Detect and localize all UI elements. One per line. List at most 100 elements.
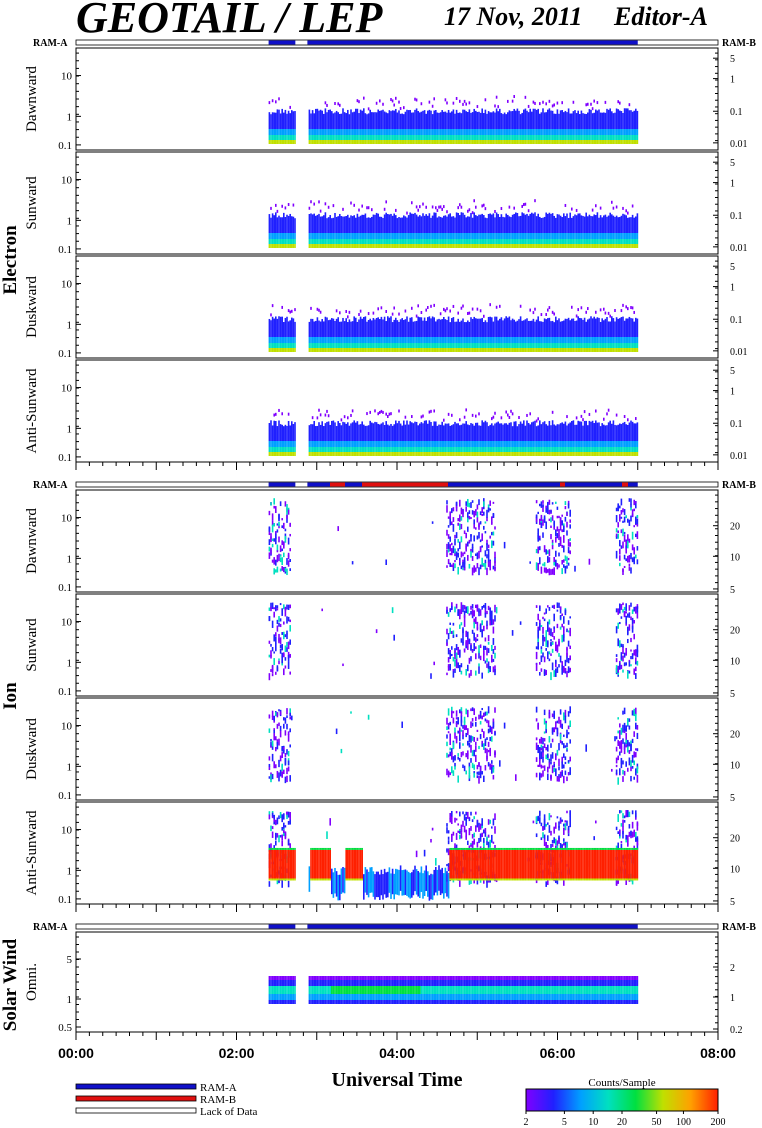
group-solar-wind: Solar Wind <box>0 938 21 1031</box>
right-tick-label: 1 <box>730 283 735 294</box>
right-tick-label: 5 <box>730 585 735 596</box>
left-tick-label: 0.1 <box>58 244 72 256</box>
right-tick-label: 0.01 <box>730 347 748 358</box>
panel-sunward: 10 1 0.1 5 1 0.1 0.01 Sunward <box>24 151 748 256</box>
ram-right-label: RAM-B <box>722 922 756 933</box>
time-axis <box>75 903 719 912</box>
ram-a-segment <box>268 482 296 487</box>
right-tick-label: 20 <box>730 730 740 741</box>
ram-b-segment <box>362 482 448 487</box>
left-tick-label: 1 <box>67 994 73 1006</box>
right-tick-label: 0.1 <box>730 211 743 222</box>
left-tick-label: 0.1 <box>58 686 72 698</box>
right-tick-label: 5 <box>730 158 735 169</box>
colorbar-tick-label: 2 <box>524 1117 529 1128</box>
right-tick-label: 5 <box>730 793 735 804</box>
ram-a-segment <box>307 482 638 487</box>
group-electron: Electron <box>0 225 21 295</box>
panel-omni-: 5 1 0.5 2 1 0.2 Omni. <box>24 931 743 1036</box>
right-tick-label: 0.1 <box>730 107 743 118</box>
right-tick-label: 10 <box>730 552 740 563</box>
right-tick-label: 0.01 <box>730 243 748 254</box>
panel-duskward: 10 1 0.1 5 1 0.1 0.01 Duskward <box>24 255 748 360</box>
panel-dawnward: 10 1 0.1 5 1 0.1 0.01 Dawnward <box>24 47 748 152</box>
right-tick-label: 0.01 <box>730 139 748 150</box>
right-tick-label: 5 <box>730 262 735 273</box>
legend-swatch <box>75 1083 197 1090</box>
left-tick-label: 0.1 <box>58 790 72 802</box>
panel-duskward: 10 1 0.1 20 10 5 Duskward <box>24 697 740 804</box>
chart-title: GEOTAIL / LEP <box>76 0 383 42</box>
panel-anti-sunward: 10 1 0.1 20 10 5 Anti-Sunward <box>24 801 740 908</box>
right-tick-label: 5 <box>730 897 735 908</box>
right-tick-label: 20 <box>730 834 740 845</box>
left-tick-label: 0.1 <box>58 348 72 360</box>
time-tick-label: 08:00 <box>700 1045 736 1061</box>
group-label: Electron <box>0 225 21 295</box>
ram-bar: RAM-A RAM-B <box>33 38 756 49</box>
right-tick-label: 20 <box>730 522 740 533</box>
right-tick-label: 0.2 <box>730 1025 743 1036</box>
legend-swatch <box>75 1095 197 1102</box>
left-tick-label: 1 <box>67 865 73 877</box>
ram-a-segment <box>307 40 638 45</box>
ram-left-label: RAM-A <box>33 480 68 491</box>
time-tick-label: 02:00 <box>219 1045 255 1061</box>
right-tick-label: 5 <box>730 366 735 377</box>
left-tick-label: 10 <box>61 825 73 837</box>
left-tick-label: 0.1 <box>58 582 72 594</box>
panel-anti-sunward: 10 1 0.1 5 1 0.1 0.01 Anti-Sunward <box>24 359 748 464</box>
left-tick-label: 0.1 <box>58 140 72 152</box>
group-ion: Ion <box>0 682 21 710</box>
colorbar-tick-label: 10 <box>588 1117 598 1128</box>
left-tick-label: 10 <box>61 175 73 187</box>
right-tick-label: 20 <box>730 626 740 637</box>
right-tick-label: 10 <box>730 760 740 771</box>
colorbar-tick-label: 5 <box>562 1117 567 1128</box>
left-tick-label: 10 <box>61 617 73 629</box>
colorbar-tick-label: 100 <box>676 1117 691 1128</box>
panel-label: Sunward <box>24 176 40 230</box>
colorbar-tick-label: 200 <box>711 1117 726 1128</box>
legend-label: Lack of Data <box>200 1106 258 1118</box>
right-tick-label: 1 <box>730 993 735 1004</box>
right-tick-label: 10 <box>730 864 740 875</box>
ram-b-segments <box>330 482 628 487</box>
group-label: Ion <box>0 682 21 710</box>
left-tick-label: 1 <box>67 319 73 331</box>
panel-label: Anti-Sunward <box>24 368 40 453</box>
panel-label: Duskward <box>24 718 40 780</box>
left-tick-label: 5 <box>67 954 73 966</box>
left-tick-label: 10 <box>61 279 73 291</box>
panel-frame <box>75 697 719 801</box>
time-tick-label: 04:00 <box>379 1045 415 1061</box>
ram-left-label: RAM-A <box>33 922 68 933</box>
right-tick-label: 10 <box>730 656 740 667</box>
right-tick-label: 1 <box>730 75 735 86</box>
time-tick-label: 06:00 <box>540 1045 576 1061</box>
right-tick-label: 0.1 <box>730 419 743 430</box>
left-tick-label: 1 <box>67 657 73 669</box>
ram-right-label: RAM-B <box>722 38 756 49</box>
legend-label: RAM-A <box>200 1082 237 1094</box>
colorbar: Counts/Sample 2 5 10 20 50 100 200 <box>524 1077 726 1128</box>
time-tick-label: 00:00 <box>58 1045 94 1061</box>
right-tick-label: 1 <box>730 179 735 190</box>
right-tick-label: 2 <box>730 963 735 974</box>
left-tick-label: 10 <box>61 513 73 525</box>
chart-date: 17 Nov, 2011 <box>444 2 583 31</box>
right-tick-label: 0.1 <box>730 315 743 326</box>
colorbar-title: Counts/Sample <box>588 1077 655 1089</box>
left-tick-label: 0.1 <box>58 452 72 464</box>
left-tick-label: 1 <box>67 215 73 227</box>
chart-editor: Editor-A <box>614 2 708 31</box>
left-tick-label: 10 <box>61 721 73 733</box>
panel-sunward: 10 1 0.1 20 10 5 Sunward <box>24 593 740 700</box>
colorbar-tick-label: 50 <box>652 1117 662 1128</box>
legend-swatch <box>75 1107 197 1114</box>
right-tick-label: 5 <box>730 689 735 700</box>
ram-left-label: RAM-A <box>33 38 68 49</box>
left-tick-label: 10 <box>61 383 73 395</box>
